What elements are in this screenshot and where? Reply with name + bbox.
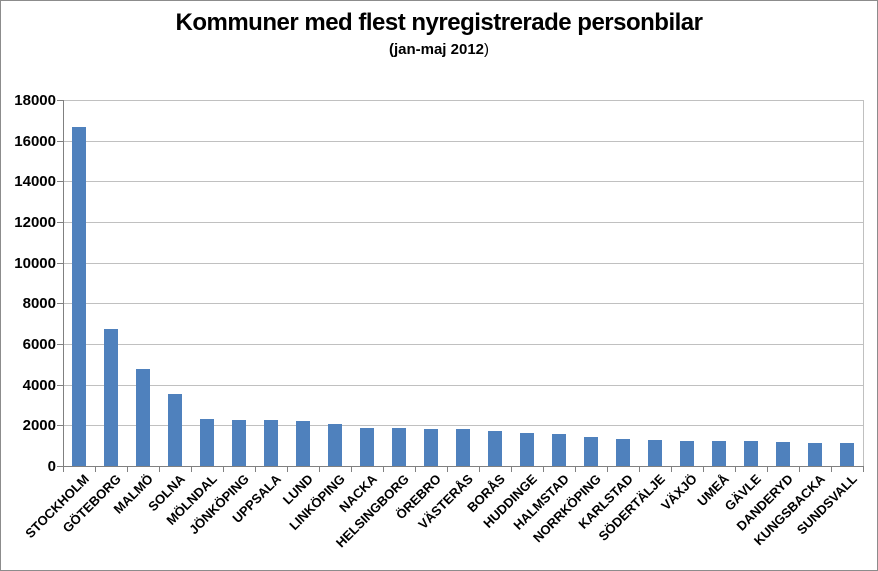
y-axis-tick bbox=[57, 222, 63, 223]
bar-stockholm bbox=[72, 127, 86, 466]
gridline bbox=[64, 141, 863, 142]
bar-danderyd bbox=[776, 442, 790, 466]
y-axis-tick bbox=[57, 263, 63, 264]
bar-huddinge bbox=[520, 433, 534, 466]
bar-jönköping bbox=[232, 420, 246, 466]
gridline bbox=[64, 263, 863, 264]
x-axis-tick bbox=[639, 467, 640, 472]
y-axis-tick bbox=[57, 466, 63, 467]
x-axis-tick bbox=[479, 467, 480, 472]
x-axis-tick bbox=[287, 467, 288, 472]
y-axis-tick-label: 12000 bbox=[14, 214, 56, 231]
x-axis-tick bbox=[319, 467, 320, 472]
x-axis-tick bbox=[447, 467, 448, 472]
bar-örebro bbox=[424, 429, 438, 466]
y-axis-tick-label: 6000 bbox=[22, 336, 56, 353]
y-axis-tick-label: 18000 bbox=[14, 92, 56, 109]
x-axis-tick bbox=[95, 467, 96, 472]
x-axis-tick bbox=[575, 467, 576, 472]
y-axis-tick bbox=[57, 141, 63, 142]
x-axis-tick bbox=[799, 467, 800, 472]
x-axis-tick bbox=[511, 467, 512, 472]
x-axis-tick bbox=[767, 467, 768, 472]
bar-linköping bbox=[328, 424, 342, 466]
gridline bbox=[64, 100, 863, 101]
y-axis-tick-label: 14000 bbox=[14, 173, 56, 190]
x-axis-tick bbox=[351, 467, 352, 472]
bar-malmö bbox=[136, 369, 150, 466]
x-axis-tick bbox=[63, 467, 64, 472]
bar-halmstad bbox=[552, 434, 566, 466]
bar-uppsala bbox=[264, 420, 278, 466]
x-axis-tick bbox=[703, 467, 704, 472]
x-axis-tick bbox=[191, 467, 192, 472]
chart-subtitle: (jan-maj 2012) bbox=[1, 41, 877, 58]
chart-title: Kommuner med flest nyregistrerade person… bbox=[175, 9, 704, 36]
x-axis-tick bbox=[255, 467, 256, 472]
x-axis-tick bbox=[223, 467, 224, 472]
bar-södertälje bbox=[648, 440, 662, 466]
bar-borås bbox=[488, 431, 502, 466]
bar-umeå bbox=[712, 441, 726, 466]
bar-kungsbacka bbox=[808, 443, 822, 466]
y-axis-tick bbox=[57, 425, 63, 426]
x-axis-tick bbox=[735, 467, 736, 472]
y-axis-tick-label: 0 bbox=[47, 458, 56, 475]
gridline bbox=[64, 425, 863, 426]
x-axis-tick bbox=[607, 467, 608, 472]
plot-right-border bbox=[863, 100, 864, 466]
y-axis-tick bbox=[57, 100, 63, 101]
chart-subtitle-close-paren: ) bbox=[484, 41, 490, 58]
y-axis-tick-label: 2000 bbox=[22, 417, 56, 434]
y-axis-tick-label: 16000 bbox=[14, 133, 56, 150]
bar-norrköping bbox=[584, 437, 598, 466]
bar-västerås bbox=[456, 429, 470, 466]
gridline bbox=[64, 344, 863, 345]
bar-karlstad bbox=[616, 439, 630, 466]
x-axis-tick bbox=[383, 467, 384, 472]
x-axis-tick bbox=[543, 467, 544, 472]
bar-göteborg bbox=[104, 329, 118, 466]
chart-subtitle-main: (jan-maj 2012 bbox=[388, 41, 485, 58]
bar-helsingborg bbox=[392, 428, 406, 466]
bar-solna bbox=[168, 394, 182, 466]
y-axis-tick bbox=[57, 181, 63, 182]
bar-nacka bbox=[360, 428, 374, 466]
y-axis-tick-label: 10000 bbox=[14, 255, 56, 272]
y-axis-tick bbox=[57, 344, 63, 345]
y-axis-line bbox=[63, 100, 64, 467]
x-axis-tick bbox=[863, 467, 864, 472]
bar-växjö bbox=[680, 441, 694, 466]
bar-sundsvall bbox=[840, 443, 854, 466]
bar-mölndal bbox=[200, 419, 214, 466]
y-axis-tick-label: 4000 bbox=[22, 377, 56, 394]
x-axis-tick bbox=[127, 467, 128, 472]
bar-lund bbox=[296, 421, 310, 466]
y-axis-tick bbox=[57, 385, 63, 386]
y-axis-tick bbox=[57, 303, 63, 304]
gridline bbox=[64, 181, 863, 182]
gridline bbox=[64, 385, 863, 386]
bar-gävle bbox=[744, 441, 758, 466]
x-axis-tick bbox=[831, 467, 832, 472]
y-axis-tick-label: 8000 bbox=[22, 295, 56, 312]
x-axis-line bbox=[63, 466, 864, 467]
x-axis-tick bbox=[415, 467, 416, 472]
x-axis-tick bbox=[159, 467, 160, 472]
gridline bbox=[64, 303, 863, 304]
gridline bbox=[64, 222, 863, 223]
x-axis-tick bbox=[671, 467, 672, 472]
